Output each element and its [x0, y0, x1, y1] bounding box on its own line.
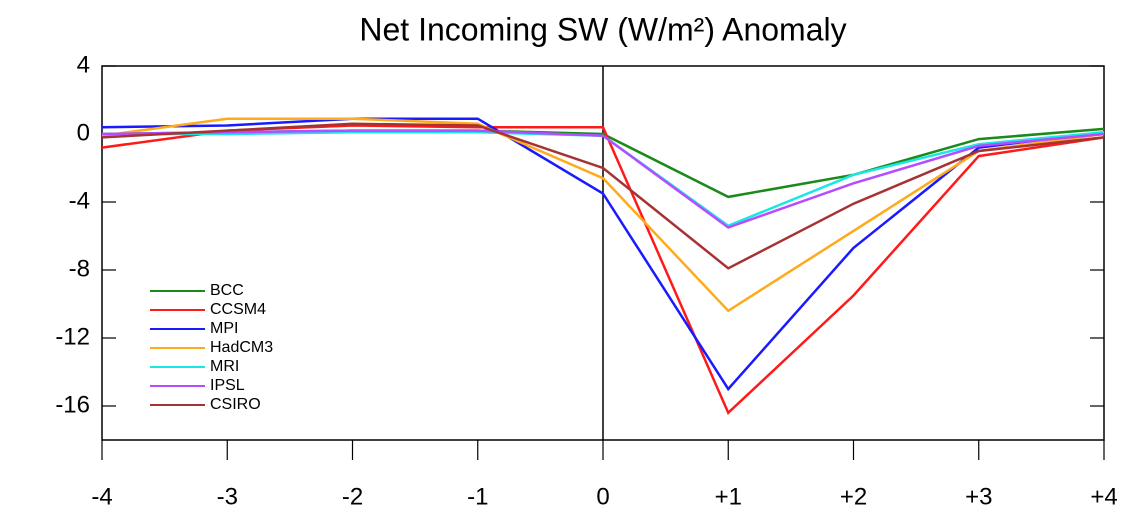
x-tick-label: 0	[596, 483, 609, 510]
y-tick-label: 0	[77, 119, 90, 146]
x-tick-label: +1	[715, 483, 742, 510]
legend-label: MRI	[210, 358, 239, 375]
legend-label: BCC	[210, 282, 244, 299]
series-line	[101, 122, 1105, 270]
legend-label: HadCM3	[210, 339, 273, 356]
legend-label: MPI	[210, 320, 238, 337]
y-tick-label: -8	[69, 255, 90, 282]
y-tick-label: -4	[69, 187, 90, 214]
chart-title: Net Incoming SW (W/m²) Anomaly	[359, 11, 846, 47]
series-line	[101, 117, 1105, 313]
series-line	[101, 129, 1105, 229]
x-tick-label: +3	[965, 483, 992, 510]
y-tick-label: -16	[55, 391, 90, 418]
x-tick-label: -2	[342, 483, 363, 510]
x-tick-label: +2	[840, 483, 867, 510]
x-tick-label: +4	[1090, 483, 1117, 510]
legend-label: IPSL	[210, 377, 245, 394]
y-tick-label: -12	[55, 323, 90, 350]
x-tick-label: -3	[217, 483, 238, 510]
legend-label: CCSM4	[210, 301, 266, 318]
y-tick-label: 4	[77, 51, 90, 78]
x-tick-label: -4	[91, 483, 112, 510]
series-line	[101, 117, 1105, 392]
legend-label: CSIRO	[210, 396, 261, 413]
x-tick-label: -1	[467, 483, 488, 510]
